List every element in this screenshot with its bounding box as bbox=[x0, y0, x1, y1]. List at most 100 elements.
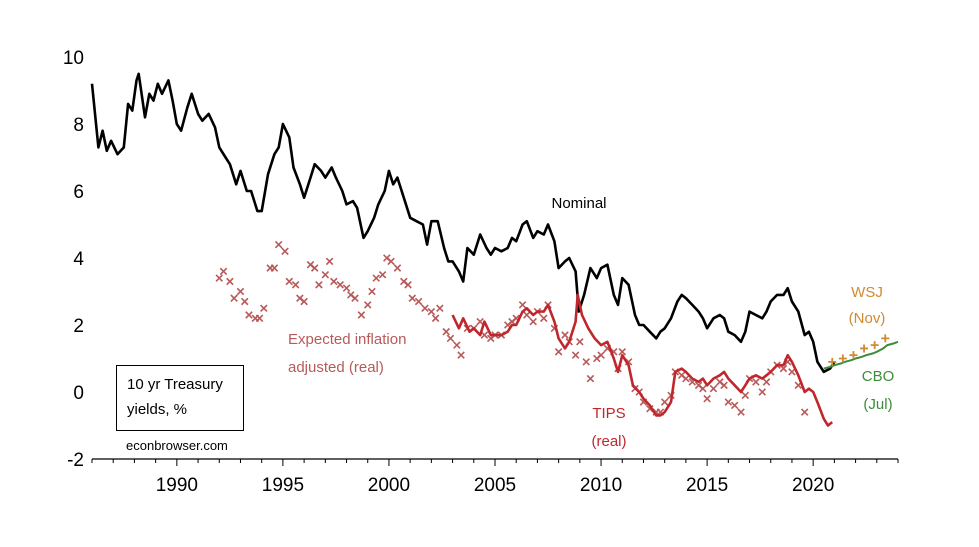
expected-inflation-point bbox=[315, 281, 323, 289]
expected-inflation-point bbox=[703, 394, 711, 403]
wsj-point bbox=[828, 357, 837, 366]
wsj-point bbox=[870, 341, 879, 350]
series-nominal-line bbox=[90, 72, 836, 374]
expected-inflation-point bbox=[682, 374, 690, 383]
expected-inflation-point bbox=[300, 297, 308, 306]
expected-inflation-point bbox=[576, 337, 584, 346]
expected-inflation-point bbox=[285, 277, 294, 286]
expected-inflation-point bbox=[436, 304, 444, 313]
expected-inflation-point bbox=[236, 287, 245, 296]
expected-inflation-point bbox=[518, 301, 527, 309]
expected-inflation-point bbox=[270, 264, 279, 272]
expected-inflation-point bbox=[699, 384, 707, 393]
expected-inflation-point bbox=[230, 294, 238, 302]
expected-inflation-point bbox=[240, 297, 249, 306]
expected-inflation-point bbox=[363, 301, 372, 309]
expected-inflation-point bbox=[431, 314, 440, 323]
expected-inflation-point bbox=[372, 274, 380, 282]
expected-inflation-series-label: Expected inflation adjusted (real) bbox=[288, 331, 406, 376]
tips-series-label: TIPS (real) bbox=[591, 405, 626, 450]
expected-inflation-point bbox=[480, 331, 489, 339]
x-tick-label: 1995 bbox=[262, 475, 304, 496]
expected-inflation-point bbox=[330, 277, 338, 286]
y-tick-label: 6 bbox=[73, 182, 84, 203]
expected-inflation-point bbox=[561, 331, 569, 339]
expected-inflation-point bbox=[586, 374, 595, 383]
expected-inflation-point bbox=[741, 391, 750, 400]
expected-inflation-point bbox=[393, 264, 402, 272]
expected-inflation-point bbox=[387, 257, 395, 266]
expected-inflation-point bbox=[274, 240, 283, 249]
expected-inflation-point bbox=[260, 304, 268, 313]
source-note: econbrowser.com bbox=[126, 438, 228, 453]
x-tick-label: 2010 bbox=[580, 475, 622, 496]
expected-inflation-point bbox=[226, 277, 234, 286]
expected-inflation-point bbox=[219, 267, 228, 276]
y-axis-ticks: 10 8 6 4 2 0 -2 bbox=[63, 48, 85, 471]
expected-inflation-point bbox=[800, 408, 809, 416]
y-tick-label: 2 bbox=[73, 316, 84, 337]
y-tick-label: -2 bbox=[67, 450, 84, 471]
expected-inflation-point bbox=[788, 368, 796, 376]
expected-inflation-point bbox=[414, 297, 423, 306]
expected-inflation-point bbox=[752, 378, 760, 386]
expected-inflation-point bbox=[571, 351, 580, 359]
expected-inflation-point bbox=[321, 270, 330, 279]
expected-inflation-point bbox=[758, 388, 767, 396]
series-cbo-line bbox=[823, 340, 899, 370]
x-tick-label: 1990 bbox=[156, 475, 198, 496]
series-tips-line bbox=[451, 293, 834, 427]
x-tick-label: 2005 bbox=[474, 475, 516, 496]
expected-inflation-point bbox=[404, 281, 412, 289]
x-axis: 1990 1995 2000 2005 2010 2015 2020 bbox=[91, 458, 899, 496]
expected-inflation-point bbox=[427, 307, 436, 316]
series-labels: Nominal Expected inflation adjusted (real)… bbox=[288, 195, 894, 450]
expected-inflation-point bbox=[730, 401, 739, 410]
y-tick-label: 4 bbox=[73, 249, 84, 270]
y-tick-label: 8 bbox=[73, 115, 84, 136]
expected-inflation-point bbox=[737, 408, 745, 416]
expected-inflation-point bbox=[378, 270, 387, 279]
x-tick-label: 2000 bbox=[368, 475, 410, 496]
expected-inflation-point bbox=[529, 317, 537, 326]
series-expected-inflation-markers bbox=[215, 240, 809, 416]
expected-inflation-point bbox=[310, 264, 319, 272]
wsj-series-label: WSJ (Nov) bbox=[849, 284, 886, 327]
expected-inflation-point bbox=[336, 281, 344, 289]
expected-inflation-point bbox=[255, 314, 264, 323]
expected-inflation-point bbox=[597, 351, 605, 359]
y-tick-label: 10 bbox=[63, 48, 84, 69]
expected-inflation-point bbox=[281, 247, 289, 256]
x-tick-label: 2015 bbox=[686, 475, 728, 496]
expected-inflation-point bbox=[720, 381, 728, 390]
plot-area bbox=[90, 72, 899, 427]
expected-inflation-point bbox=[357, 311, 366, 319]
expected-inflation-point bbox=[523, 311, 531, 319]
expected-inflation-point bbox=[325, 257, 334, 266]
expected-inflation-point bbox=[291, 281, 300, 289]
expected-inflation-point bbox=[582, 358, 590, 366]
expected-inflation-point bbox=[245, 311, 253, 319]
expected-inflation-point bbox=[453, 341, 461, 349]
wsj-point bbox=[849, 351, 858, 360]
expected-inflation-point bbox=[421, 304, 429, 313]
expected-inflation-point bbox=[724, 398, 733, 406]
wsj-point bbox=[838, 354, 847, 363]
expected-inflation-point bbox=[476, 317, 484, 326]
cbo-series-label: CBO (Jul) bbox=[862, 368, 895, 413]
expected-inflation-point bbox=[762, 378, 771, 386]
y-tick-label: 0 bbox=[73, 383, 84, 404]
expected-inflation-point bbox=[342, 284, 351, 292]
wsj-point bbox=[881, 334, 890, 343]
expected-inflation-point bbox=[457, 351, 465, 359]
expected-inflation-point bbox=[540, 314, 548, 323]
series-wsj-markers bbox=[828, 334, 890, 366]
expected-inflation-point bbox=[351, 294, 359, 302]
expected-inflation-point bbox=[554, 348, 563, 356]
nominal-series-label: Nominal bbox=[551, 195, 606, 212]
expected-inflation-point bbox=[368, 287, 376, 296]
note-line-2: yields, % bbox=[127, 401, 188, 418]
expected-inflation-point bbox=[408, 294, 417, 302]
expected-inflation-point bbox=[446, 334, 455, 343]
